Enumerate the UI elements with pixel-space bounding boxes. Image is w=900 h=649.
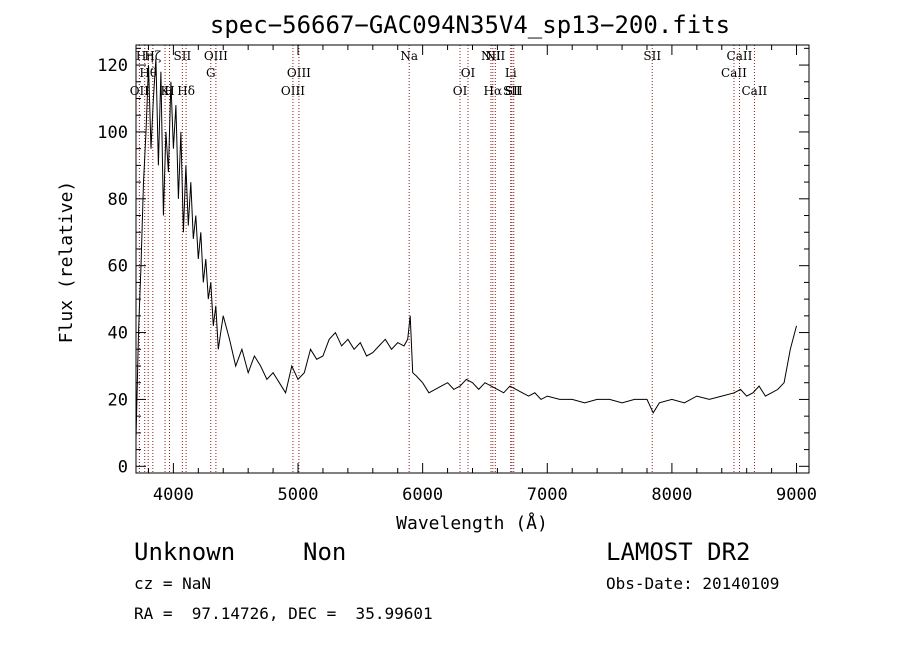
annotation-label: Na bbox=[400, 49, 418, 63]
annotation-label: Hα bbox=[484, 84, 503, 98]
y-tick-label: 40 bbox=[108, 324, 128, 344]
x-tick-label: 5000 bbox=[278, 485, 319, 505]
annotation-label: Hδ bbox=[177, 84, 195, 98]
annotation-label: NII bbox=[485, 49, 505, 63]
x-tick-label: 8000 bbox=[651, 485, 692, 505]
x-tick-label: 7000 bbox=[527, 485, 568, 505]
plot-frame bbox=[135, 44, 810, 474]
annotation-label: OIII bbox=[281, 84, 305, 98]
annotation-label: K bbox=[161, 84, 171, 98]
observation-date: Obs-Date: 20140109 bbox=[606, 574, 780, 593]
annotation-label: CaII bbox=[727, 49, 753, 63]
annotation-label: CaII bbox=[721, 66, 747, 80]
annotation-label: SII bbox=[643, 49, 661, 63]
y-axis-label: Flux (relative) bbox=[56, 181, 77, 344]
spectrum-line bbox=[135, 58, 797, 440]
annotation-label: H bbox=[164, 84, 174, 98]
annotation-label: CaII bbox=[741, 84, 767, 98]
x-tick-label: 9000 bbox=[776, 485, 817, 505]
y-axis: 0 20 40 60 80 100 120 bbox=[97, 47, 809, 477]
x-axis-label: Wavelength (Å) bbox=[396, 512, 548, 534]
y-tick-label: 100 bbox=[97, 123, 128, 143]
spectrum-series bbox=[135, 58, 797, 440]
y-tick-label: 60 bbox=[108, 257, 128, 277]
annotation-label: Li bbox=[505, 66, 517, 80]
x-tick-label: 6000 bbox=[402, 485, 443, 505]
x-tick-label: 4000 bbox=[153, 485, 194, 505]
annotation-label: SII bbox=[505, 84, 523, 98]
annotation-label: NII bbox=[481, 49, 501, 63]
y-tick-label: 20 bbox=[108, 390, 128, 410]
redshift-value: cz = NaN bbox=[134, 574, 212, 593]
chart-title: spec−56667−GAC094N35V4_sp13−200.fits bbox=[210, 11, 730, 39]
line-annotations: OIIHηHθHζKHSIIHδGOIIIOIIIOIIINaOIOINIIHα… bbox=[130, 45, 768, 473]
annotation-label: Hζ bbox=[144, 49, 161, 63]
x-axis: 4000 5000 6000 7000 8000 9000 bbox=[147, 45, 817, 505]
coordinates: RA = 97.14726, DEC = 35.99601 bbox=[134, 604, 433, 623]
y-tick-label: 120 bbox=[97, 56, 128, 76]
annotation-label: SII bbox=[174, 49, 192, 63]
annotation-label: OIII bbox=[287, 66, 311, 80]
object-subclass: Non bbox=[303, 538, 347, 566]
annotation-label: Hη bbox=[136, 49, 154, 63]
object-class: Unknown bbox=[134, 538, 236, 566]
survey-name: LAMOST DR2 bbox=[606, 538, 751, 566]
y-tick-label: 0 bbox=[118, 457, 128, 477]
annotation-label: OIII bbox=[204, 49, 228, 63]
annotation-label: OI bbox=[453, 84, 468, 98]
y-tick-label: 80 bbox=[108, 190, 128, 210]
annotation-label: G bbox=[206, 66, 216, 80]
annotation-label: SII bbox=[503, 84, 521, 98]
annotation-label: OII bbox=[130, 84, 150, 98]
annotation-label: OI bbox=[461, 66, 476, 80]
